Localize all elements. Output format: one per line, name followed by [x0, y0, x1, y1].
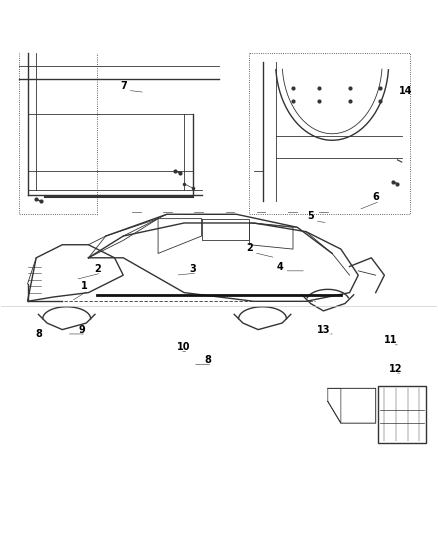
Text: 4: 4 [276, 262, 283, 271]
Text: 11: 11 [384, 335, 398, 345]
Text: 12: 12 [389, 364, 402, 374]
Text: 8: 8 [35, 329, 42, 339]
Text: 13: 13 [317, 325, 330, 335]
Text: 2: 2 [94, 264, 100, 273]
Text: 9: 9 [78, 325, 85, 335]
Text: 10: 10 [177, 342, 191, 352]
Text: 5: 5 [307, 212, 314, 221]
Text: 7: 7 [120, 81, 127, 91]
Text: 14: 14 [399, 86, 413, 96]
Text: 1: 1 [81, 281, 88, 291]
Text: 2: 2 [246, 243, 253, 253]
Text: 8: 8 [205, 355, 212, 365]
Text: 6: 6 [372, 192, 379, 202]
Text: 3: 3 [190, 264, 196, 273]
